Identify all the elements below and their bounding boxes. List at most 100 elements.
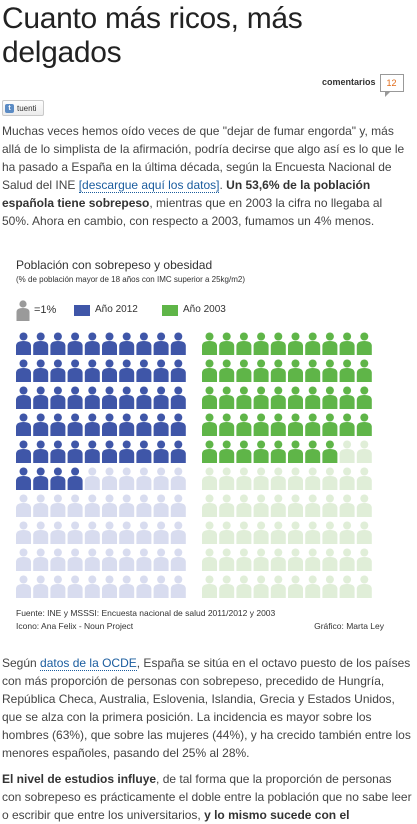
person-icon-empty	[102, 548, 117, 571]
person-icon-filled	[219, 359, 235, 382]
comments-link[interactable]: comentarios 12	[322, 74, 404, 97]
person-icon-empty	[253, 467, 269, 490]
person-icon-filled	[270, 332, 286, 355]
person-icon-filled	[119, 332, 135, 355]
person-icon-empty	[67, 494, 83, 517]
person-icon-empty	[16, 494, 31, 517]
person-icon-empty	[236, 548, 252, 571]
person-icon-empty	[236, 575, 252, 598]
person-icon-empty	[119, 494, 135, 517]
person-icon-filled	[170, 359, 186, 382]
person-icon-empty	[84, 467, 100, 490]
person-icon-filled	[322, 332, 338, 355]
person-icon-filled	[136, 332, 152, 355]
infographic-subtitle: (% de población mayor de 18 años con IMC…	[16, 275, 246, 284]
person-icon-filled	[119, 386, 135, 409]
person-icon-empty	[322, 467, 338, 490]
person-icon-filled	[322, 386, 338, 409]
intro-highlight: Un 53,6% de la población española tiene …	[2, 178, 371, 210]
person-icon-filled	[219, 332, 235, 355]
intro-text-end: , mientras que en 2003 la cifra no llega…	[2, 196, 383, 228]
person-icon-empty	[253, 521, 269, 544]
person-icon-filled	[153, 440, 169, 463]
legend-swatch-2012	[74, 305, 90, 316]
person-icon-filled	[305, 413, 321, 436]
infographic-icon-credit: Icono: Ana Felix - Noun Project	[16, 621, 134, 631]
person-icon-filled	[270, 359, 286, 382]
unit-person-icon	[16, 300, 30, 321]
person-icon-empty	[270, 467, 286, 490]
person-icon-empty	[202, 467, 217, 490]
person-icon-filled	[305, 386, 321, 409]
tuenti-share-button[interactable]: t tuenti	[2, 100, 44, 116]
person-icon-empty	[339, 548, 355, 571]
person-icon-empty	[170, 548, 186, 571]
person-icon-empty	[153, 548, 169, 571]
person-icon-empty	[236, 467, 252, 490]
person-icon-empty	[136, 548, 152, 571]
person-icon-empty	[136, 467, 152, 490]
person-icon-filled	[102, 440, 117, 463]
person-icon-empty	[305, 494, 321, 517]
oecd-paragraph: Según datos de la OCDE, España se sitúa …	[2, 654, 412, 762]
infographic-legend: =1% Año 2012 Año 2003	[14, 300, 386, 322]
person-icon-empty	[305, 575, 321, 598]
person-icon-filled	[153, 386, 169, 409]
person-icon-filled	[153, 332, 169, 355]
person-icon-filled	[170, 440, 186, 463]
person-icon-empty	[219, 467, 235, 490]
person-icon-empty	[67, 575, 83, 598]
comments-count-badge[interactable]: 12	[379, 74, 404, 97]
person-icon-empty	[202, 521, 217, 544]
tuenti-icon: t	[5, 103, 14, 113]
person-icon-filled	[356, 413, 372, 436]
person-icon-empty	[153, 467, 169, 490]
person-icon-filled	[136, 440, 152, 463]
pictogram-grid	[16, 332, 372, 598]
person-icon-empty	[356, 467, 372, 490]
comments-label: comentarios	[322, 77, 376, 87]
person-icon-filled	[16, 359, 31, 382]
person-icon-filled	[119, 413, 135, 436]
oecd-data-link[interactable]: datos de la OCDE	[40, 656, 137, 671]
person-icon-filled	[33, 359, 49, 382]
person-icon-filled	[16, 440, 31, 463]
person-icon-filled	[67, 359, 83, 382]
person-icon-filled	[170, 413, 186, 436]
person-icon-empty	[50, 494, 66, 517]
download-data-link[interactable]: [descargue aquí los datos]	[78, 178, 220, 193]
person-icon-filled	[322, 440, 338, 463]
oecd-text-start: Según	[2, 656, 41, 670]
person-icon-filled	[253, 359, 269, 382]
oecd-text: , España se sitúa en el octavo puesto de…	[2, 656, 411, 760]
education-highlight-2: y lo mismo sucede con el	[204, 808, 350, 822]
person-icon-filled	[119, 440, 135, 463]
person-icon-empty	[84, 575, 100, 598]
person-icon-filled	[339, 332, 355, 355]
person-icon-empty	[33, 521, 49, 544]
person-icon-filled	[84, 440, 100, 463]
person-icon-empty	[270, 575, 286, 598]
person-icon-filled	[253, 332, 269, 355]
person-icon-empty	[84, 521, 100, 544]
person-icon-empty	[119, 521, 135, 544]
person-icon-filled	[170, 332, 186, 355]
person-icon-empty	[288, 548, 303, 571]
person-icon-empty	[339, 440, 355, 463]
person-icon-filled	[119, 359, 135, 382]
person-icon-empty	[50, 548, 66, 571]
intro-paragraph: Muchas veces hemos oído veces de que "de…	[2, 122, 412, 230]
person-icon-empty	[33, 494, 49, 517]
person-icon-empty	[136, 521, 152, 544]
person-icon-empty	[119, 467, 135, 490]
person-icon-empty	[356, 494, 372, 517]
person-icon-filled	[84, 332, 100, 355]
person-icon-empty	[170, 494, 186, 517]
person-icon-filled	[236, 359, 252, 382]
person-icon-filled	[50, 440, 66, 463]
person-icon-empty	[305, 521, 321, 544]
tuenti-label: tuenti	[17, 103, 37, 113]
person-icon-empty	[270, 521, 286, 544]
person-icon-empty	[219, 575, 235, 598]
overweight-infographic: Población con sobrepeso y obesidad (% de…	[14, 258, 386, 638]
